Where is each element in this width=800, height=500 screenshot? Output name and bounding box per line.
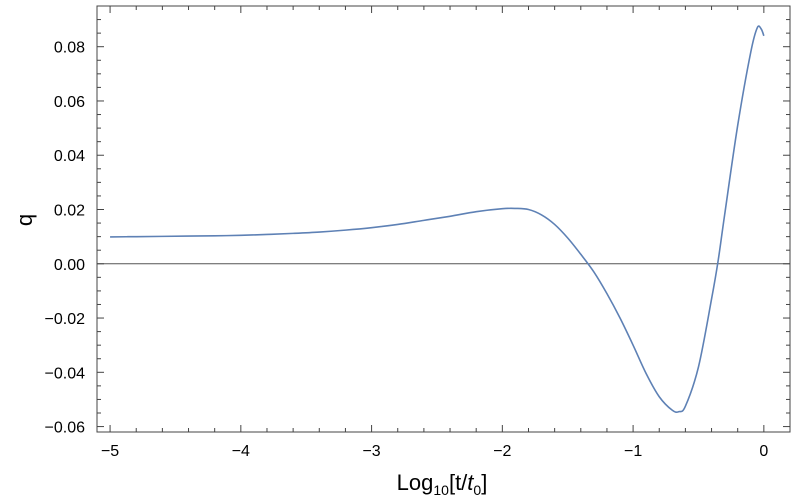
x-tick-label: −3 xyxy=(362,443,380,460)
y-tick-label: 0.06 xyxy=(54,94,85,111)
y-tick-label: −0.02 xyxy=(45,311,86,328)
plot-border xyxy=(96,5,791,433)
x-tick-label: −5 xyxy=(101,443,119,460)
y-axis-title: q xyxy=(12,214,37,226)
axis-ticks xyxy=(97,5,791,432)
y-tick-label: 0.00 xyxy=(54,257,85,274)
x-tick-label: −4 xyxy=(232,443,250,460)
series-line-q xyxy=(110,25,765,413)
x-tick-label: −2 xyxy=(493,443,511,460)
x-tick-label: 0 xyxy=(759,443,768,460)
x-tick-labels: −5 −4 −3 −2 −1 0 xyxy=(101,443,768,460)
x-tick-label: −1 xyxy=(624,443,642,460)
y-tick-label: −0.04 xyxy=(45,365,86,382)
plot-frame xyxy=(96,5,791,433)
y-tick-labels: −0.06 −0.04 −0.02 0.00 0.02 0.04 0.06 0.08 xyxy=(45,40,86,437)
series-layer xyxy=(110,25,765,413)
y-tick-label: 0.02 xyxy=(54,203,85,220)
y-tick-label: −0.06 xyxy=(45,420,86,437)
y-tick-label: 0.04 xyxy=(54,148,85,165)
y-tick-label: 0.08 xyxy=(54,40,85,57)
x-axis-title: Log10[t/t0] xyxy=(397,470,488,498)
